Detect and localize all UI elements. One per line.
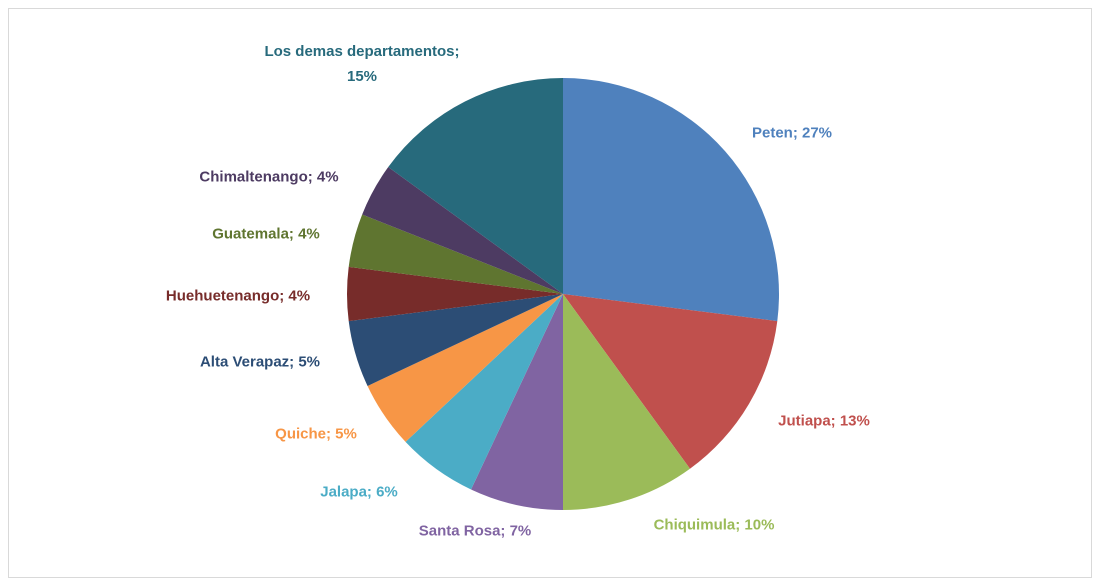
data-label: Jalapa; 6%	[320, 483, 398, 501]
pie-slice	[348, 294, 563, 386]
data-label: Alta Verapaz; 5%	[199, 353, 321, 371]
pie-slice	[367, 294, 563, 442]
data-label: Quiche; 5%	[275, 425, 357, 443]
data-label: Chiquimula; 10%	[653, 516, 775, 534]
data-label: Huehuetenango; 4%	[165, 287, 311, 305]
pie-slice	[563, 294, 690, 510]
pie-slice	[362, 167, 563, 294]
data-label: Los demas departamentos; 15%	[264, 43, 460, 85]
pie-slice	[405, 294, 563, 490]
pie-slice	[348, 214, 563, 294]
pie-slice	[388, 78, 563, 294]
data-label: Santa Rosa; 7%	[418, 522, 532, 540]
data-label: Guatemala; 4%	[212, 225, 320, 243]
pie-slice	[563, 78, 779, 322]
data-label: Jutiapa; 13%	[778, 412, 870, 430]
pie-slice	[347, 266, 563, 322]
data-label: Chimaltenango; 4%	[199, 168, 339, 186]
pie-slice	[471, 294, 563, 510]
chart: Peten; 27% Jutiapa; 13% Chiquimula; 10% San…	[8, 8, 1092, 578]
pie	[347, 78, 779, 510]
data-label: Peten; 27%	[751, 124, 833, 142]
pie-slice	[563, 294, 778, 469]
